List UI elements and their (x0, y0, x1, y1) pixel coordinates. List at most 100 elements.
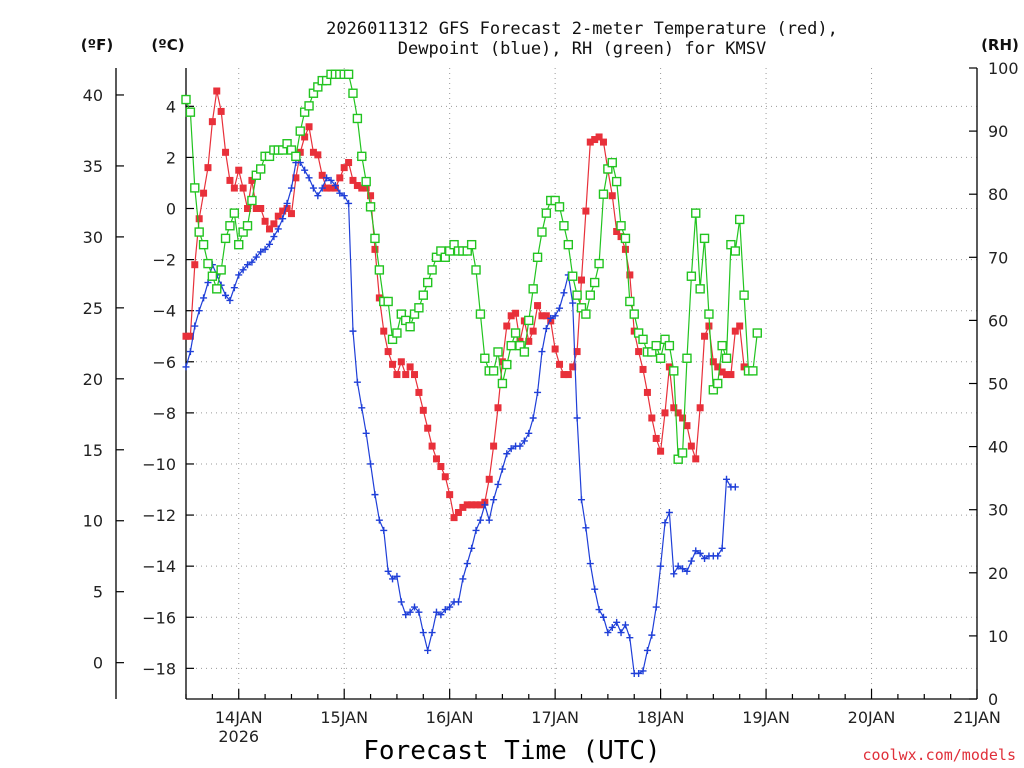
data-point (274, 212, 282, 220)
data-point (336, 174, 344, 182)
data-point (594, 258, 604, 269)
data-point (643, 388, 651, 396)
chart-title-line-1: 2026011312 GFS Forecast 2-meter Temperat… (326, 19, 838, 39)
source-watermark: coolwx.com/models (862, 746, 1016, 764)
data-point (428, 629, 436, 637)
data-point (568, 271, 578, 281)
data-point (507, 312, 515, 320)
data-point (591, 136, 599, 144)
data-point (295, 126, 305, 136)
data-point (265, 240, 273, 248)
rh-tick-label: 80 (988, 185, 1008, 204)
data-point (534, 302, 542, 310)
data-point (532, 252, 543, 263)
data-point (411, 603, 419, 611)
data-point (564, 371, 572, 379)
data-point (620, 233, 631, 244)
celsius-tick-label: −10 (142, 455, 176, 474)
data-point (229, 208, 240, 218)
data-point (428, 442, 436, 450)
data-point (670, 570, 678, 578)
data-point (582, 524, 590, 532)
data-point (534, 388, 542, 396)
data-point (257, 205, 265, 213)
data-point (270, 233, 278, 241)
data-point (414, 303, 424, 313)
data-point (582, 207, 590, 215)
data-point (692, 455, 700, 463)
data-point (181, 94, 191, 105)
data-point (586, 138, 594, 146)
data-point (481, 501, 489, 509)
data-point (305, 123, 313, 131)
data-point (599, 138, 607, 146)
data-point (529, 414, 537, 422)
data-point (419, 406, 427, 414)
celsius-tick-label: −6 (152, 353, 176, 372)
x-tick-year-label: 2026 (218, 727, 259, 746)
data-point (721, 353, 732, 363)
data-point (432, 608, 440, 616)
data-point (450, 514, 458, 522)
data-point (525, 337, 533, 345)
data-point (406, 608, 414, 616)
data-point (182, 363, 190, 371)
data-point (252, 205, 260, 213)
data-point (507, 445, 515, 453)
data-point (563, 239, 574, 250)
data-point (301, 133, 309, 141)
data-point (314, 151, 322, 159)
data-point (572, 290, 582, 300)
data-point (257, 248, 265, 256)
data-point (551, 345, 559, 353)
data-point (537, 227, 547, 237)
data-point (468, 501, 476, 509)
data-point (730, 246, 741, 256)
x-tick-label: 18JAN (637, 708, 685, 727)
celsius-tick-label: 4 (166, 97, 176, 116)
data-point (490, 442, 498, 450)
data-point (186, 348, 194, 356)
data-point (578, 496, 585, 504)
data-point (226, 296, 234, 304)
data-point (497, 378, 508, 389)
data-point (340, 164, 348, 172)
data-point (415, 608, 423, 616)
series-layer (181, 69, 762, 677)
data-point (682, 353, 692, 363)
data-point (569, 299, 577, 307)
data-point (626, 271, 634, 279)
data-point (348, 88, 358, 98)
data-point (424, 646, 432, 654)
celsius-tick-label: −4 (152, 302, 176, 321)
x-tick-label: 17JAN (531, 708, 579, 727)
data-point (626, 634, 634, 642)
data-point (367, 192, 375, 200)
data-point (727, 371, 735, 379)
data-point (683, 422, 691, 430)
data-point (621, 621, 629, 629)
data-point (735, 214, 745, 225)
data-point (345, 159, 353, 167)
fahrenheit-axis-unit: (ºF) (81, 36, 113, 54)
data-point (419, 629, 427, 637)
data-point (528, 284, 538, 294)
data-point (661, 409, 669, 417)
data-point (239, 266, 247, 274)
data-point (349, 176, 357, 184)
data-point (639, 365, 647, 373)
data-point (652, 603, 660, 611)
rh-tick-label: 10 (988, 627, 1008, 646)
data-point (446, 491, 454, 499)
data-point (235, 271, 243, 279)
celsius-tick-label: 0 (166, 200, 176, 219)
data-point (230, 184, 238, 192)
data-point (551, 312, 559, 320)
data-point (392, 328, 402, 338)
data-point (613, 618, 621, 626)
series-relative-humidity (181, 69, 762, 464)
data-point (283, 205, 291, 213)
data-point (358, 184, 366, 192)
data-point (480, 353, 490, 363)
data-point (669, 366, 679, 376)
